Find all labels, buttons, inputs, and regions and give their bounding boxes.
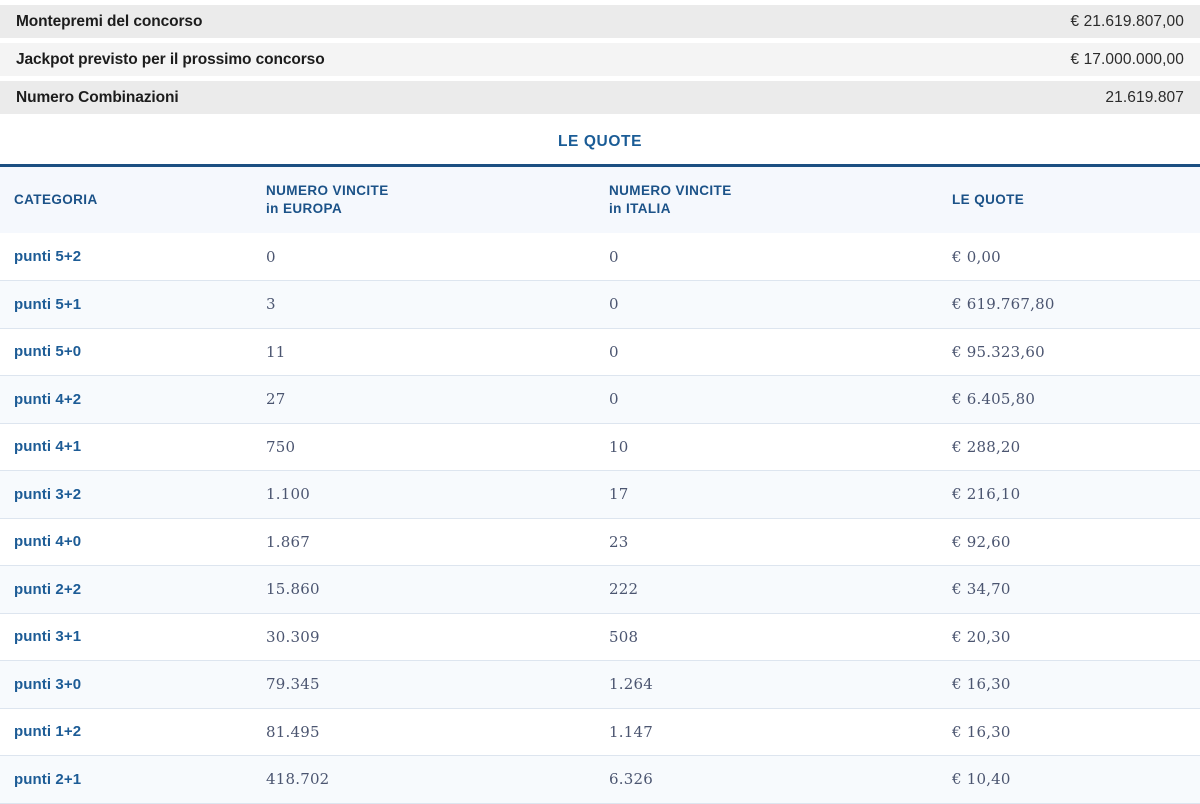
cell-vincite-italia: 0 <box>595 375 938 424</box>
cell-vincite-italia: 0 <box>595 328 938 376</box>
cell-vincite-italia: 0 <box>595 233 938 281</box>
summary-row-jackpot: Jackpot previsto per il prossimo concors… <box>0 43 1200 76</box>
summary-value: 21.619.807 <box>1105 88 1184 106</box>
cell-quota: € 20,30 <box>938 613 1200 661</box>
cell-categoria: punti 2+2 <box>0 565 252 614</box>
cell-quota: € 92,60 <box>938 518 1200 566</box>
cell-categoria: punti 4+2 <box>0 375 252 424</box>
table-row: punti 5+2 0 0 € 0,00 <box>0 233 1200 281</box>
cell-vincite-europa: 11 <box>252 328 595 376</box>
summary-label: Numero Combinazioni <box>16 88 179 106</box>
cell-vincite-europa: 1.867 <box>252 518 595 566</box>
cell-quota: € 6.405,80 <box>938 375 1200 424</box>
cell-categoria: punti 4+1 <box>0 423 252 471</box>
cell-vincite-italia: 508 <box>595 613 938 661</box>
table-header-row: CATEGORIA NUMERO VINCITE in EUROPA NUMER… <box>0 167 1200 233</box>
cell-vincite-italia: 6.326 <box>595 755 938 804</box>
cell-quota: € 288,20 <box>938 423 1200 471</box>
title-rule <box>0 164 1200 167</box>
cell-vincite-europa: 30.309 <box>252 613 595 661</box>
column-header-vincite-europa: NUMERO VINCITE in EUROPA <box>252 167 595 233</box>
cell-categoria: punti 5+1 <box>0 280 252 329</box>
cell-vincite-europa: 81.495 <box>252 708 595 756</box>
cell-vincite-italia: 0 <box>595 280 938 329</box>
cell-vincite-europa: 418.702 <box>252 755 595 804</box>
cell-vincite-italia: 17 <box>595 470 938 519</box>
table-body: punti 5+2 0 0 € 0,00 punti 5+1 3 0 € 619.767,80… <box>0 233 1200 804</box>
cell-vincite-italia: 1.264 <box>595 660 938 709</box>
section-title: LE QUOTE <box>557 133 643 150</box>
cell-quota: € 216,10 <box>938 470 1200 519</box>
table-row: punti 3+0 79.345 1.264 € 16,30 <box>0 660 1200 709</box>
cell-vincite-europa: 750 <box>252 423 595 471</box>
column-header-vincite-italia-main: NUMERO VINCITE <box>609 183 732 199</box>
column-header-vincite-europa-sub: in EUROPA <box>266 201 343 216</box>
cell-categoria: punti 5+2 <box>0 233 252 281</box>
column-header-vincite-italia: NUMERO VINCITE in ITALIA <box>595 167 938 233</box>
table-row: punti 4+1 750 10 € 288,20 <box>0 423 1200 471</box>
cell-vincite-europa: 0 <box>252 233 595 281</box>
table-row: punti 4+2 27 0 € 6.405,80 <box>0 375 1200 424</box>
cell-quota: € 619.767,80 <box>938 280 1200 329</box>
summary-value: € 21.619.807,00 <box>1070 12 1184 30</box>
cell-quota: € 10,40 <box>938 755 1200 804</box>
cell-vincite-europa: 15.860 <box>252 565 595 614</box>
cell-categoria: punti 1+2 <box>0 708 252 756</box>
cell-quota: € 95.323,60 <box>938 328 1200 376</box>
table-row: punti 4+0 1.867 23 € 92,60 <box>0 518 1200 566</box>
cell-categoria: punti 2+1 <box>0 755 252 804</box>
quotes-table: CATEGORIA NUMERO VINCITE in EUROPA NUMER… <box>0 167 1200 804</box>
column-header-quote: LE QUOTE <box>938 167 1200 233</box>
table-row: punti 2+2 15.860 222 € 34,70 <box>0 565 1200 614</box>
summary-row-combinazioni: Numero Combinazioni 21.619.807 <box>0 81 1200 114</box>
summary-panel: Montepremi del concorso € 21.619.807,00 … <box>0 0 1200 114</box>
cell-vincite-europa: 79.345 <box>252 660 595 709</box>
column-header-vincite-europa-main: NUMERO VINCITE <box>266 183 389 199</box>
column-header-categoria: CATEGORIA <box>0 167 252 233</box>
cell-vincite-europa: 27 <box>252 375 595 424</box>
table-row: punti 5+1 3 0 € 619.767,80 <box>0 280 1200 329</box>
table-header: CATEGORIA NUMERO VINCITE in EUROPA NUMER… <box>0 167 1200 233</box>
cell-vincite-italia: 222 <box>595 565 938 614</box>
table-row: punti 3+1 30.309 508 € 20,30 <box>0 613 1200 661</box>
cell-categoria: punti 3+2 <box>0 470 252 519</box>
cell-quota: € 16,30 <box>938 708 1200 756</box>
cell-quota: € 0,00 <box>938 233 1200 281</box>
summary-label: Jackpot previsto per il prossimo concors… <box>16 50 325 68</box>
cell-quota: € 16,30 <box>938 660 1200 709</box>
cell-categoria: punti 3+0 <box>0 660 252 709</box>
table-row: punti 3+2 1.100 17 € 216,10 <box>0 470 1200 519</box>
summary-label: Montepremi del concorso <box>16 12 203 30</box>
table-row: punti 5+0 11 0 € 95.323,60 <box>0 328 1200 376</box>
cell-vincite-italia: 1.147 <box>595 708 938 756</box>
table-row: punti 1+2 81.495 1.147 € 16,30 <box>0 708 1200 756</box>
cell-vincite-europa: 1.100 <box>252 470 595 519</box>
cell-categoria: punti 3+1 <box>0 613 252 661</box>
cell-vincite-europa: 3 <box>252 280 595 329</box>
column-header-quote-label: LE QUOTE <box>952 192 1025 208</box>
column-header-vincite-italia-sub: in ITALIA <box>609 201 671 216</box>
cell-quota: € 34,70 <box>938 565 1200 614</box>
column-header-categoria-label: CATEGORIA <box>14 192 98 208</box>
cell-categoria: punti 4+0 <box>0 518 252 566</box>
cell-vincite-italia: 10 <box>595 423 938 471</box>
table-row: punti 2+1 418.702 6.326 € 10,40 <box>0 755 1200 804</box>
summary-value: € 17.000.000,00 <box>1070 50 1184 68</box>
cell-categoria: punti 5+0 <box>0 328 252 376</box>
cell-vincite-italia: 23 <box>595 518 938 566</box>
summary-row-montepremi: Montepremi del concorso € 21.619.807,00 <box>0 5 1200 38</box>
